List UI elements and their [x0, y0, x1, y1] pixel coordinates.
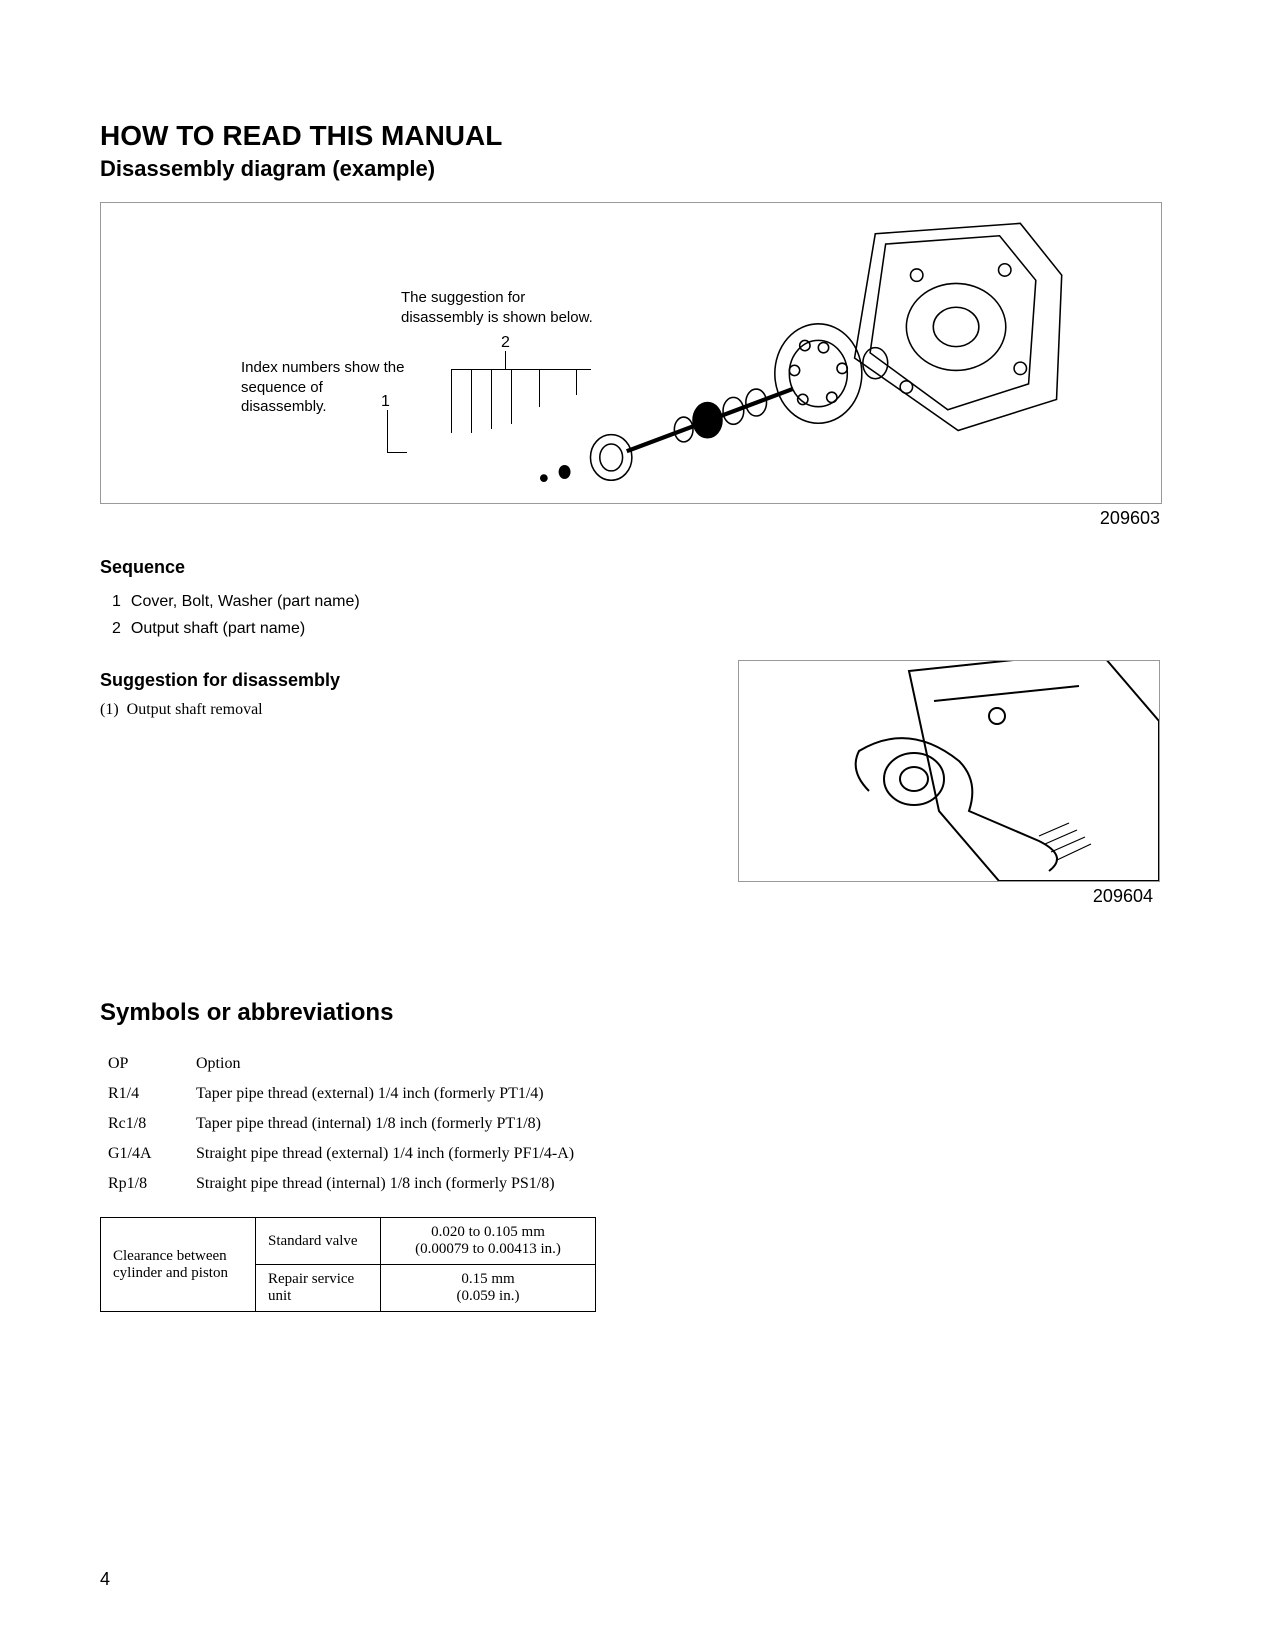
sequence-item-number: 2: [112, 615, 121, 642]
table-row: R1/4Taper pipe thread (external) 1/4 inc…: [100, 1079, 602, 1109]
sequence-item-text: Cover, Bolt, Washer (part name): [131, 588, 360, 615]
desc-cell: Straight pipe thread (internal) 1/8 inch…: [196, 1169, 602, 1199]
abbr-cell: R1/4: [100, 1079, 196, 1109]
diagram-1-ref: 209603: [100, 508, 1168, 529]
clearance-value-in: (0.059 in.): [457, 1288, 520, 1304]
desc-cell: Taper pipe thread (external) 1/4 inch (f…: [196, 1079, 602, 1109]
sequence-item: 1 Cover, Bolt, Washer (part name): [112, 588, 1175, 615]
clearance-value: 0.020 to 0.105 mm (0.00079 to 0.00413 in…: [381, 1218, 596, 1265]
abbr-cell: G1/4A: [100, 1139, 196, 1169]
clearance-type: Standard valve: [256, 1218, 381, 1265]
table-row: Clearance between cylinder and piston St…: [101, 1218, 596, 1265]
table-row: Rc1/8Taper pipe thread (internal) 1/8 in…: [100, 1109, 602, 1139]
table-row: Rp1/8Straight pipe thread (internal) 1/8…: [100, 1169, 602, 1199]
sequence-heading: Sequence: [100, 557, 1175, 578]
sequence-item-number: 1: [112, 588, 121, 615]
diagram-1-box: The suggestion for disassembly is shown …: [100, 202, 1162, 504]
clearance-value: 0.15 mm (0.059 in.): [381, 1265, 596, 1312]
clearance-type: Repair service unit: [256, 1265, 381, 1312]
desc-cell: Straight pipe thread (external) 1/4 inch…: [196, 1139, 602, 1169]
clearance-value-mm: 0.020 to 0.105 mm: [431, 1224, 545, 1240]
symbols-table: OPOption R1/4Taper pipe thread (external…: [100, 1049, 602, 1199]
diagram-2-ref: 209604: [1093, 886, 1153, 907]
clearance-label: Clearance between cylinder and piston: [101, 1218, 256, 1312]
abbr-cell: Rc1/8: [100, 1109, 196, 1139]
clearance-value-in: (0.00079 to 0.00413 in.): [415, 1241, 561, 1257]
desc-cell: Option: [196, 1049, 602, 1079]
sequence-item: 2 Output shaft (part name): [112, 615, 1175, 642]
page-subtitle: Disassembly diagram (example): [100, 156, 1175, 182]
page-number: 4: [100, 1569, 110, 1590]
sequence-item-text: Output shaft (part name): [131, 615, 305, 642]
abbr-cell: OP: [100, 1049, 196, 1079]
page-title: HOW TO READ THIS MANUAL: [100, 120, 1175, 152]
detail-illustration: [739, 661, 1159, 881]
table-row: G1/4AStraight pipe thread (external) 1/4…: [100, 1139, 602, 1169]
abbr-cell: Rp1/8: [100, 1169, 196, 1199]
suggestion-item-text: Output shaft removal: [127, 701, 263, 718]
table-row: OPOption: [100, 1049, 602, 1079]
diagram-2-box: [738, 660, 1160, 882]
desc-cell: Taper pipe thread (internal) 1/8 inch (f…: [196, 1109, 602, 1139]
clearance-value-mm: 0.15 mm: [461, 1271, 514, 1287]
clearance-table: Clearance between cylinder and piston St…: [100, 1217, 596, 1312]
symbols-heading: Symbols or abbreviations: [100, 999, 1175, 1027]
suggestion-item-prefix: (1): [100, 701, 119, 718]
sequence-list: 1 Cover, Bolt, Washer (part name) 2 Outp…: [100, 588, 1175, 642]
exploded-view-illustration: [361, 213, 1141, 503]
